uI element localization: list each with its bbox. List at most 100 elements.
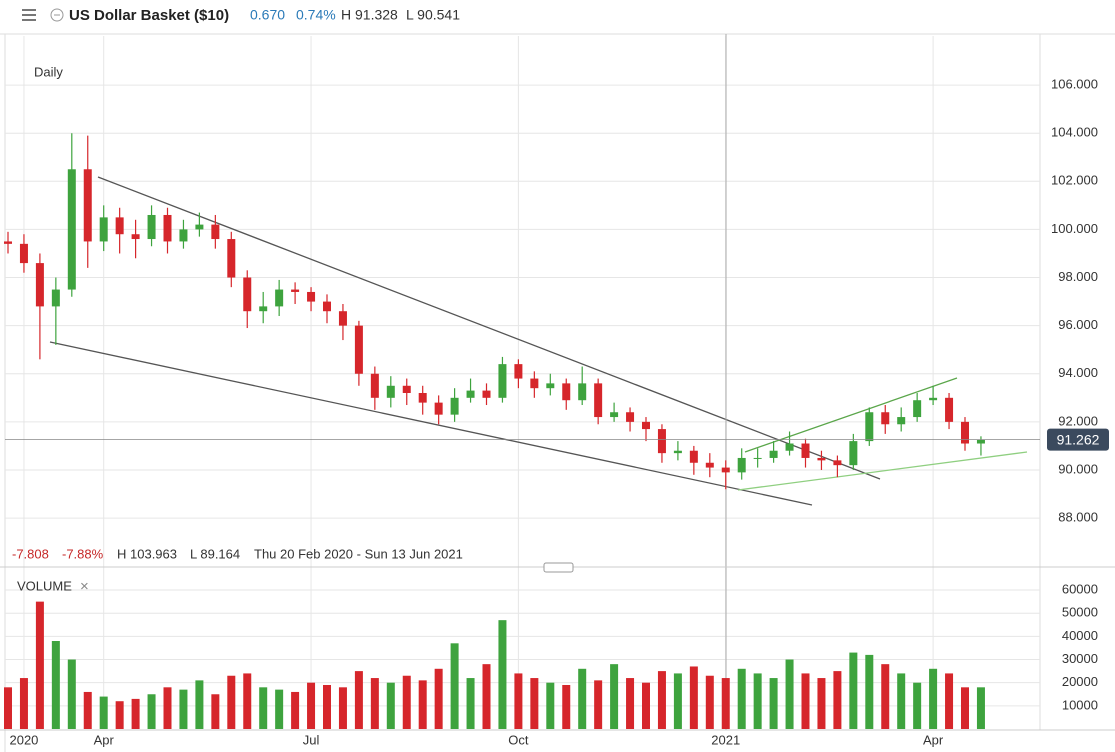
volume-bar <box>147 694 156 729</box>
volume-bar <box>546 682 555 729</box>
candle-body <box>833 460 842 466</box>
volume-bar <box>753 673 762 729</box>
volume-bar <box>897 673 906 729</box>
candle-body <box>370 373 379 398</box>
volume-bar <box>338 687 347 729</box>
volume-bar <box>785 659 794 729</box>
panel-resize-handle[interactable] <box>543 562 574 573</box>
candle-body <box>482 390 491 398</box>
candle-body <box>642 421 650 430</box>
y-tick-label: 98.000 <box>1058 269 1098 284</box>
volume-bar <box>291 691 300 729</box>
volume-label: VOLUME <box>17 578 72 593</box>
candle-body <box>35 263 44 307</box>
volume-bar <box>945 673 954 729</box>
header-low: L 90.541 <box>406 7 460 23</box>
candle-body <box>881 412 890 425</box>
info-range: Thu 20 Feb 2020 - Sun 13 Jun 2021 <box>254 546 463 561</box>
candle-body <box>402 385 411 393</box>
candle-body <box>897 417 906 425</box>
y-tick-label: 20000 <box>1062 674 1098 689</box>
info-change-pct: -7.88% <box>62 546 104 561</box>
volume-bar <box>673 673 682 729</box>
volume-bar <box>961 687 969 729</box>
candle-body <box>83 169 92 242</box>
candle-body <box>514 364 523 379</box>
volume-bar <box>131 698 140 729</box>
candle-body <box>338 311 347 326</box>
volume-bar <box>626 678 635 729</box>
candle-body <box>849 441 858 466</box>
volume-bar <box>466 678 475 729</box>
candle-body <box>195 224 204 230</box>
volume-bar <box>386 682 395 729</box>
x-tick-label: Jul <box>303 732 320 747</box>
volume-bar <box>275 689 284 729</box>
volume-bar <box>913 682 922 729</box>
candle-body <box>259 306 268 312</box>
volume-bar <box>642 682 650 729</box>
candle-body <box>865 412 874 442</box>
candle-body <box>578 383 587 401</box>
volume-bar <box>99 696 108 729</box>
volume-bar <box>418 680 427 729</box>
x-tick-label: Apr <box>923 732 944 747</box>
last-price-box <box>1047 428 1109 451</box>
volume-bar <box>705 675 714 729</box>
volume-bar <box>243 673 252 729</box>
candle-body <box>163 214 172 242</box>
candle-body <box>450 397 459 415</box>
y-tick-label: 30000 <box>1062 651 1098 666</box>
volume-bar <box>976 687 985 729</box>
volume-bar <box>881 664 890 729</box>
candle-body <box>291 289 300 292</box>
candle-body <box>179 229 188 242</box>
volume-bar <box>801 673 810 729</box>
volume-bar <box>769 678 778 729</box>
y-tick-label: 96.000 <box>1058 317 1098 332</box>
candle-body <box>227 239 236 278</box>
candle-body <box>530 378 539 389</box>
volume-bar <box>689 666 698 729</box>
x-tick-label: 2020 <box>9 732 38 747</box>
y-tick-label: 94.000 <box>1058 365 1098 380</box>
candle-body <box>131 234 140 240</box>
volume-bar <box>4 687 12 729</box>
volume-bar <box>434 668 443 729</box>
candle-body <box>354 325 363 374</box>
interval-label: Daily <box>34 64 63 79</box>
volume-close[interactable]: × <box>80 578 89 595</box>
candle-body <box>753 457 762 459</box>
volume-bar <box>817 678 826 729</box>
candle-body <box>99 217 108 242</box>
collapse-icon[interactable] <box>50 8 64 22</box>
candle-body <box>386 385 395 398</box>
volume-bar <box>354 671 363 729</box>
candle-body <box>498 364 507 398</box>
volume-bar <box>737 668 746 729</box>
volume-bar <box>450 643 459 729</box>
volume-bar <box>211 694 220 729</box>
candle-body <box>67 169 76 290</box>
candle-body <box>976 439 985 444</box>
info-change: -7.808 <box>12 546 49 561</box>
instrument-title: US Dollar Basket ($10) <box>69 7 229 24</box>
volume-bar <box>323 685 331 729</box>
candle-body <box>323 301 331 312</box>
volume-bar <box>195 680 204 729</box>
volume-bar <box>514 673 523 729</box>
candle-body <box>769 450 778 458</box>
volume-bar <box>19 678 28 729</box>
candle-body <box>418 392 427 403</box>
volume-bar <box>849 652 858 729</box>
volume-bar <box>657 671 666 729</box>
y-tick-label: 50000 <box>1062 605 1098 620</box>
volume-bar <box>594 680 603 729</box>
header-high: H 91.328 <box>341 7 398 23</box>
volume-bar <box>115 701 124 729</box>
candle-body <box>705 462 714 468</box>
menu-icon[interactable] <box>22 9 36 21</box>
volume-bar <box>929 668 938 729</box>
volume-bar <box>402 675 411 729</box>
